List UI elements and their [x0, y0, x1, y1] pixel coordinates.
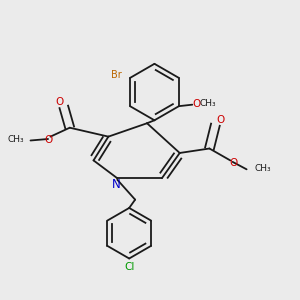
Text: Br: Br — [111, 70, 122, 80]
Text: O: O — [192, 99, 200, 109]
Text: CH₃: CH₃ — [254, 164, 271, 173]
Text: N: N — [111, 178, 120, 191]
Text: Cl: Cl — [124, 262, 134, 272]
Text: CH₃: CH₃ — [200, 99, 216, 108]
Text: CH₃: CH₃ — [8, 135, 25, 144]
Text: O: O — [217, 115, 225, 125]
Text: O: O — [229, 158, 237, 168]
Text: O: O — [55, 97, 64, 106]
Text: O: O — [44, 135, 52, 145]
